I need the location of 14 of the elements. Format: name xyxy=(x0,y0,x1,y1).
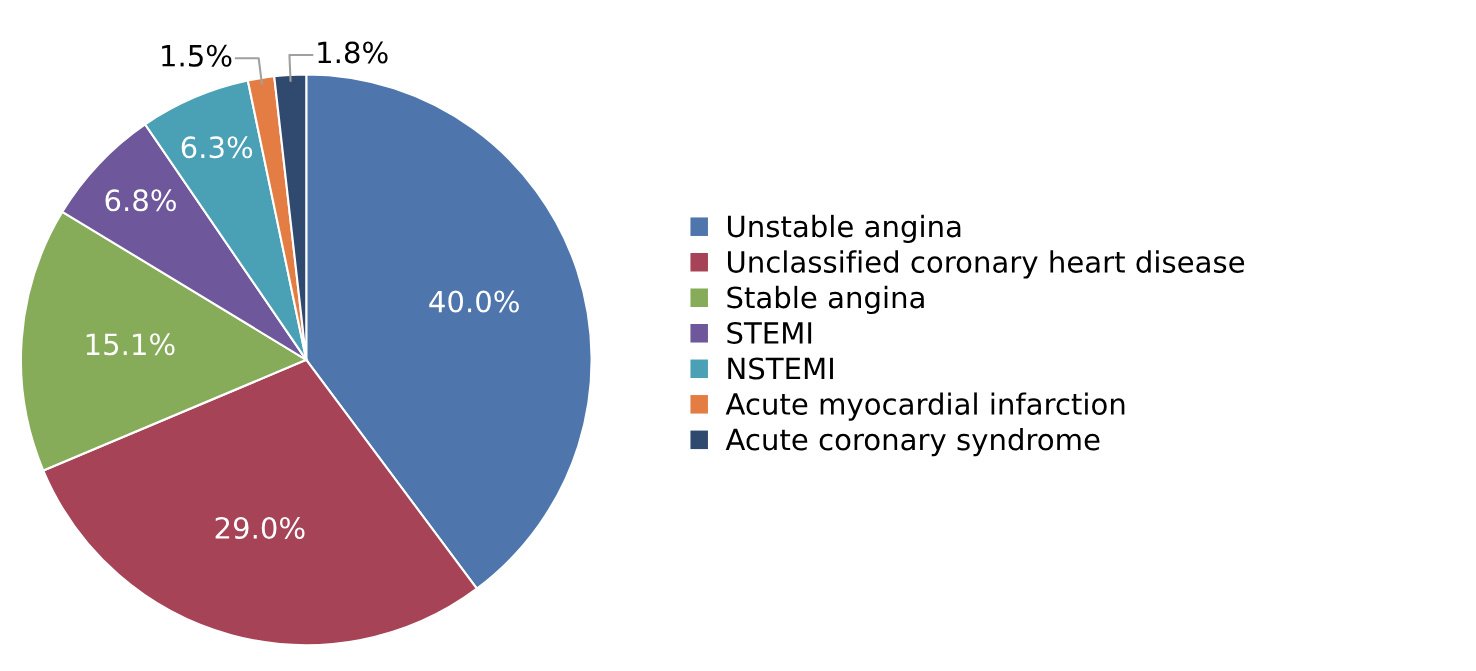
legend-label: Acute coronary syndrome xyxy=(725,427,1100,457)
data-label: 29.0% xyxy=(215,516,305,539)
data-label: 1.8% xyxy=(318,41,388,64)
data-label: 40.0% xyxy=(429,290,519,313)
legend-label: Acute myocardial infarction xyxy=(725,392,1125,421)
legend-label: Unclassified coronary heart disease xyxy=(727,250,1245,279)
legend-label: Unstable angina xyxy=(727,214,961,244)
data-label: 6.3% xyxy=(181,136,253,159)
legend-label: Stable angina xyxy=(727,285,924,315)
data-label: 1.5% xyxy=(162,44,232,67)
legend-label: NSTEMI xyxy=(728,357,833,380)
data-label: 15.1% xyxy=(86,333,175,356)
legend-label: STEMI xyxy=(727,321,812,344)
data-label: 6.8% xyxy=(105,189,176,212)
